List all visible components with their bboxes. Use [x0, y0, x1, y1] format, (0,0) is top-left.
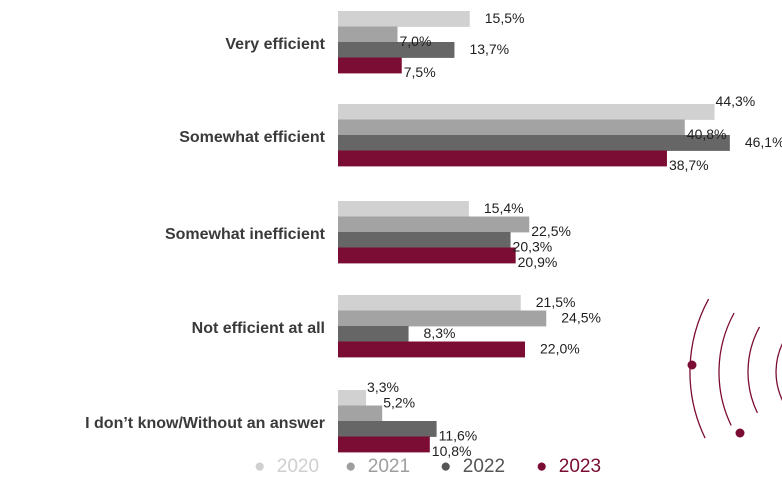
decor-arc-2	[718, 312, 735, 426]
bar-2021-not-efficient-at-all	[338, 310, 547, 327]
value-label-2022-not-efficient-at-all: 8,3%	[424, 325, 456, 341]
legend-item-2023: ● 2023	[536, 456, 601, 477]
bar-2021-very-efficient	[338, 26, 398, 43]
bar-2022-very-efficient	[338, 42, 455, 58]
bar-2022-dont-know	[338, 421, 437, 437]
bar-2020-somewhat-inefficient	[338, 201, 469, 217]
value-label-2022-very-efficient: 13,7%	[469, 41, 509, 57]
value-label-2020-very-efficient: 15,5%	[485, 10, 525, 26]
bar-2020-dont-know	[338, 390, 367, 406]
value-label-2021-not-efficient-at-all: 24,5%	[561, 310, 601, 326]
legend: ● 2020 ● 2021 ● 2022 ● 2023	[254, 456, 601, 477]
value-label-2020-dont-know: 3,3%	[367, 379, 399, 395]
decor-arc-4	[775, 343, 782, 401]
value-label-2021-somewhat-efficient: 40,8%	[687, 126, 727, 142]
value-label-2020-not-efficient-at-all: 21,5%	[536, 294, 576, 310]
category-labels: Very efficient Somewhat efficient Somewhat…	[85, 36, 326, 432]
decor-dot-2	[735, 428, 745, 438]
category-label-somewhat-inefficient: Somewhat inefficient	[165, 226, 326, 243]
legend-label-2023: 2023	[559, 456, 601, 477]
concentric-arcs-graphic	[687, 298, 782, 439]
legend-item-2021: ● 2021	[345, 456, 410, 477]
bar-2023-dont-know	[338, 436, 430, 453]
value-label-2023-somewhat-efficient: 38,7%	[669, 157, 709, 173]
value-label-2022-somewhat-inefficient: 20,3%	[513, 239, 553, 255]
value-label-2023-dont-know: 10,8%	[432, 443, 472, 459]
value-label-2022-dont-know: 11,6%	[439, 428, 478, 444]
value-labels: 15,5% 7,0% 13,7% 7,5% 44,3% 40,8% 46,1% 38,7% 15…	[367, 10, 782, 459]
decor-dot-1	[687, 360, 697, 370]
legend-item-2020: ● 2020	[254, 456, 319, 477]
bar-2023-very-efficient	[338, 57, 402, 74]
value-label-2022-somewhat-efficient: 46,1%	[745, 134, 782, 150]
bar-2020-somewhat-efficient	[338, 104, 715, 120]
bar-2022-somewhat-efficient	[338, 135, 730, 151]
value-label-2023-somewhat-inefficient: 20,9%	[518, 254, 558, 270]
legend-marker-2023: ●	[536, 456, 547, 477]
value-label-2023-very-efficient: 7,5%	[404, 64, 436, 80]
value-label-2021-dont-know: 5,2%	[383, 395, 415, 411]
decor-arc-3	[747, 326, 761, 414]
bar-2020-very-efficient	[338, 11, 470, 27]
value-label-2020-somewhat-efficient: 44,3%	[716, 93, 756, 109]
legend-label-2022: 2022	[463, 456, 505, 477]
value-label-2021-very-efficient: 7,0%	[400, 33, 432, 49]
bar-2020-not-efficient-at-all	[338, 295, 521, 311]
legend-label-2021: 2021	[368, 456, 410, 477]
bar-2023-not-efficient-at-all	[338, 341, 525, 358]
value-label-2020-somewhat-inefficient: 15,4%	[484, 200, 524, 216]
legend-marker-2020: ●	[254, 456, 265, 477]
category-label-dont-know: I don’t know/Without an answer	[85, 415, 325, 432]
category-label-somewhat-efficient: Somewhat efficient	[179, 129, 325, 146]
value-label-2021-somewhat-inefficient: 22,5%	[531, 223, 571, 239]
legend-label-2020: 2020	[277, 456, 319, 477]
bar-2023-somewhat-inefficient	[338, 247, 516, 264]
value-label-2023-not-efficient-at-all: 22,0%	[540, 341, 580, 357]
legend-marker-2021: ●	[345, 456, 356, 477]
bar-2022-not-efficient-at-all	[338, 326, 409, 342]
bar-2021-dont-know	[338, 405, 383, 422]
bar-2023-somewhat-efficient	[338, 150, 667, 167]
legend-item-2022: ● 2022	[440, 456, 505, 477]
bar-2021-somewhat-efficient	[338, 119, 685, 136]
bar-2022-somewhat-inefficient	[338, 232, 511, 248]
category-label-very-efficient: Very efficient	[225, 36, 325, 53]
legend-marker-2022: ●	[440, 456, 451, 477]
bars-group	[338, 11, 730, 453]
bar-2021-somewhat-inefficient	[338, 216, 530, 233]
category-label-not-efficient-at-all: Not efficient at all	[192, 320, 325, 337]
